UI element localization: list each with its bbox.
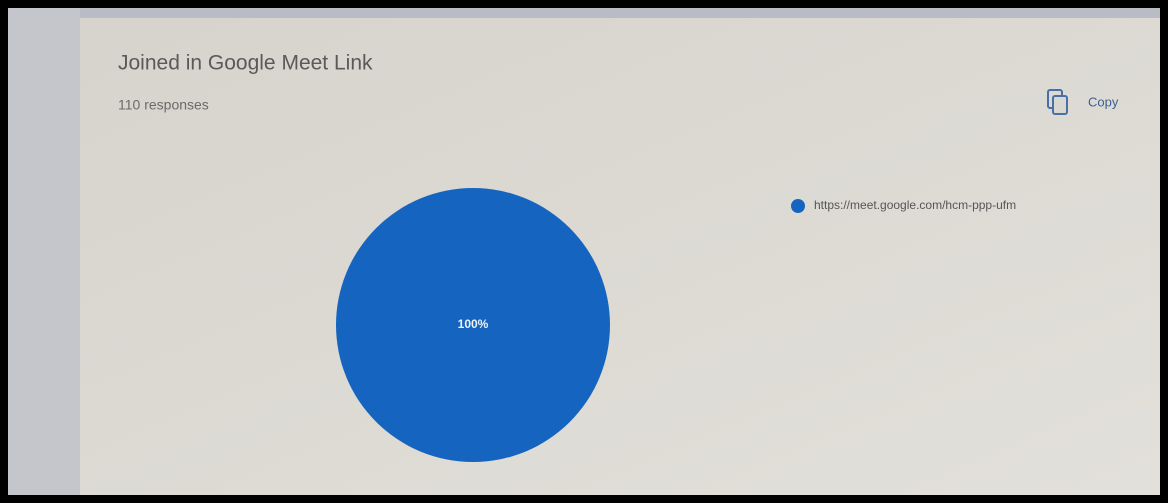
slice-label: 100% bbox=[458, 317, 489, 331]
top-strip bbox=[80, 8, 1160, 18]
pie-slice bbox=[336, 188, 610, 462]
copy-button[interactable]: Copy bbox=[1047, 89, 1119, 115]
legend-swatch bbox=[791, 199, 805, 213]
copy-icon bbox=[1052, 95, 1068, 115]
side-strip bbox=[8, 8, 80, 495]
copy-label: Copy bbox=[1088, 94, 1119, 109]
legend-label: https://meet.google.com/hcm-ppp-ufm bbox=[814, 198, 1016, 212]
chart-subtitle: 110 responses bbox=[118, 97, 209, 113]
chart-title: Joined in Google Meet Link bbox=[118, 52, 373, 75]
